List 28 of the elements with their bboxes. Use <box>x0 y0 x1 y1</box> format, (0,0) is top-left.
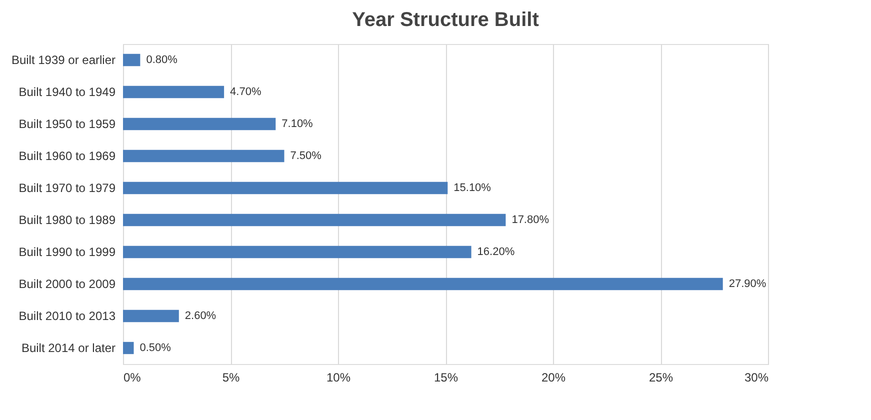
y-tick-label: Built 1980 to 1989 <box>18 213 116 227</box>
data-label: 27.90% <box>728 278 766 290</box>
y-tick-label: Built 2014 or later <box>21 341 116 355</box>
y-tick-label: Built 1950 to 1959 <box>18 117 116 131</box>
data-label: 15.10% <box>454 182 492 194</box>
data-label: 7.10% <box>282 118 314 130</box>
x-tick-label: 25% <box>648 370 674 384</box>
data-label: 17.80% <box>512 214 550 226</box>
data-label: 2.60% <box>184 310 216 322</box>
data-label: 0.80% <box>146 54 178 66</box>
y-tick-label: Built 2010 to 2013 <box>18 309 116 323</box>
x-tick-label: 10% <box>326 370 351 384</box>
x-tick-label: 15% <box>434 370 458 384</box>
data-label: 4.70% <box>230 86 262 98</box>
data-label: 0.50% <box>140 342 172 354</box>
y-tick-label: Built 2000 to 2009 <box>18 277 116 291</box>
x-tick-label: 20% <box>541 370 566 384</box>
x-tick-label: 0% <box>124 370 142 384</box>
y-tick-label: Built 1970 to 1979 <box>18 181 116 195</box>
y-tick-label: Built 1939 or earlier <box>11 53 116 67</box>
y-tick-label: Built 1990 to 1999 <box>18 245 116 259</box>
x-tick-label: 30% <box>744 370 769 384</box>
y-tick-label: Built 1940 to 1949 <box>18 85 116 99</box>
chart-title: Year Structure Built <box>352 9 540 31</box>
y-tick-label: Built 1960 to 1969 <box>18 149 116 163</box>
x-tick-label: 5% <box>222 370 240 384</box>
data-label: 16.20% <box>477 246 515 258</box>
data-label: 7.50% <box>290 150 322 162</box>
